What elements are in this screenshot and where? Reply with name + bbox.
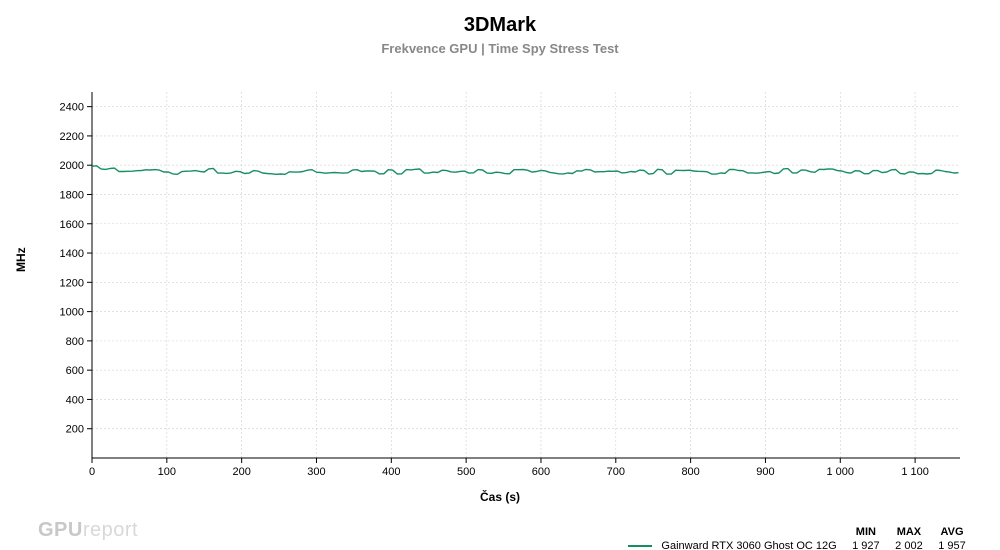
svg-text:1400: 1400: [60, 248, 84, 260]
svg-text:1200: 1200: [60, 277, 84, 289]
legend-header-avg: AVG: [932, 526, 972, 538]
legend-series-name: Gainward RTX 3060 Ghost OC 12G: [661, 540, 836, 550]
chart-plot-area: 0 100 200 300 400 500 600 700 800 900 1 000 1 100 20…: [50, 84, 970, 484]
svg-text:1 100: 1 100: [901, 466, 929, 478]
svg-text:1600: 1600: [60, 219, 84, 231]
legend: MIN MAX AVG Gainward RTX 3060 Ghost OC 1…: [628, 526, 972, 550]
svg-text:1000: 1000: [60, 307, 84, 319]
svg-text:0: 0: [89, 466, 95, 478]
svg-text:900: 900: [756, 466, 774, 478]
svg-text:700: 700: [607, 466, 625, 478]
legend-avg-value: 1 957: [932, 540, 972, 550]
svg-text:100: 100: [158, 466, 176, 478]
legend-swatch: [628, 545, 652, 547]
chart-title: 3DMark: [0, 14, 1000, 37]
svg-text:1 000: 1 000: [827, 466, 855, 478]
watermark: GPUreport: [38, 519, 138, 542]
watermark-light: report: [83, 519, 138, 541]
svg-text:300: 300: [307, 466, 325, 478]
svg-text:2000: 2000: [60, 160, 84, 172]
chart-subtitle: Frekvence GPU | Time Spy Stress Test: [0, 41, 1000, 56]
svg-text:400: 400: [382, 466, 400, 478]
x-axis-label: Čas (s): [0, 490, 1000, 504]
legend-header: MIN MAX AVG: [628, 526, 972, 538]
svg-text:600: 600: [532, 466, 550, 478]
svg-text:400: 400: [66, 394, 84, 406]
svg-text:800: 800: [66, 336, 84, 348]
legend-row: Gainward RTX 3060 Ghost OC 12G 1 927 2 0…: [628, 540, 972, 550]
legend-max-value: 2 002: [889, 540, 929, 550]
svg-text:1800: 1800: [60, 189, 84, 201]
svg-text:800: 800: [681, 466, 699, 478]
svg-text:200: 200: [66, 424, 84, 436]
svg-text:2200: 2200: [60, 131, 84, 143]
y-axis-label: MHz: [14, 247, 28, 272]
svg-text:2400: 2400: [60, 102, 84, 114]
chart-svg: 0 100 200 300 400 500 600 700 800 900 1 000 1 100 20…: [50, 84, 970, 484]
legend-header-max: MAX: [889, 526, 929, 538]
svg-text:600: 600: [66, 365, 84, 377]
svg-text:200: 200: [232, 466, 250, 478]
legend-min-value: 1 927: [846, 540, 886, 550]
chart-container: 3DMark Frekvence GPU | Time Spy Stress T…: [0, 14, 1000, 550]
watermark-bold: GPU: [38, 519, 83, 541]
svg-text:500: 500: [457, 466, 475, 478]
legend-header-min: MIN: [846, 526, 886, 538]
